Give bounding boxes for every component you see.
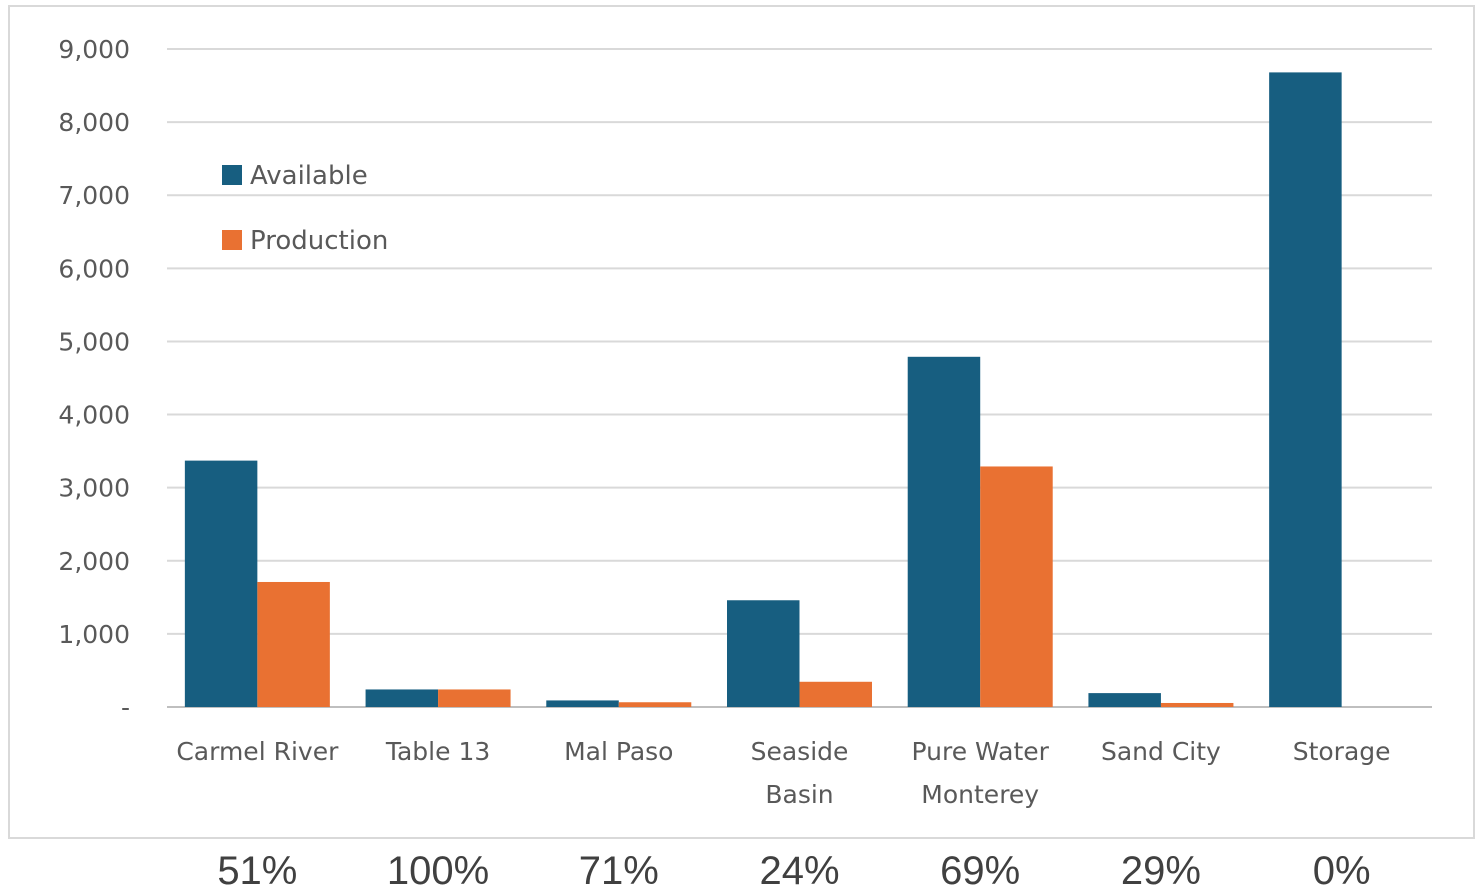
percentage-label: 51% xyxy=(217,849,297,889)
percentage-label: 69% xyxy=(940,849,1020,889)
bar-production xyxy=(1160,702,1234,707)
bar-production xyxy=(438,689,511,707)
y-tick-label: 9,000 xyxy=(58,35,130,64)
bar-available xyxy=(907,356,981,707)
y-tick-label: 3,000 xyxy=(58,474,130,503)
y-tick-label: 5,000 xyxy=(58,327,130,356)
bar-available xyxy=(727,600,800,707)
bar-production xyxy=(980,466,1053,707)
percentage-label: 24% xyxy=(759,849,839,889)
percentage-labels: 51% 100% 71% 24% 69% 29% 0% xyxy=(217,849,1370,889)
bar-available xyxy=(546,700,619,707)
bar-production xyxy=(618,702,692,707)
percentage-label: 100% xyxy=(387,849,489,889)
bar-available xyxy=(1088,693,1161,707)
percentage-label: 71% xyxy=(579,849,659,889)
x-category-label: Storage xyxy=(1293,737,1391,766)
y-axis-ticks: - 1,000 2,000 3,000 4,000 5,000 6,000 7,000 8,00… xyxy=(58,35,130,722)
bar-available xyxy=(184,460,258,707)
bar-production xyxy=(799,681,872,707)
category-labels: Carmel River Table 13 Mal Paso Seaside Basin… xyxy=(176,737,1390,809)
legend: Available Production xyxy=(222,161,388,256)
legend-swatch xyxy=(222,165,242,185)
y-tick-label: 4,000 xyxy=(58,401,130,430)
percentage-label: 0% xyxy=(1313,849,1371,889)
percentage-label: 29% xyxy=(1121,849,1201,889)
y-tick-label: - xyxy=(121,693,130,722)
y-tick-label: 6,000 xyxy=(58,254,130,283)
x-category-label: Sand City xyxy=(1101,737,1221,766)
legend-swatch xyxy=(222,230,242,250)
bars xyxy=(184,72,1342,707)
x-category-label: Basin xyxy=(765,780,833,809)
y-tick-label: 2,000 xyxy=(58,547,130,576)
bar-production xyxy=(257,581,330,707)
y-tick-label: 8,000 xyxy=(58,108,130,137)
x-category-label: Pure Water xyxy=(911,737,1049,766)
x-category-label: Monterey xyxy=(921,780,1039,809)
bar-available xyxy=(365,689,439,707)
legend-label: Production xyxy=(250,226,388,256)
x-category-label: Carmel River xyxy=(176,737,339,766)
x-category-label: Seaside xyxy=(751,737,849,766)
x-category-label: Mal Paso xyxy=(564,737,673,766)
x-category-label: Table 13 xyxy=(385,737,490,766)
y-tick-label: 1,000 xyxy=(58,620,130,649)
legend-label: Available xyxy=(250,161,368,191)
y-tick-label: 7,000 xyxy=(58,181,130,210)
bar-available xyxy=(1269,72,1342,707)
